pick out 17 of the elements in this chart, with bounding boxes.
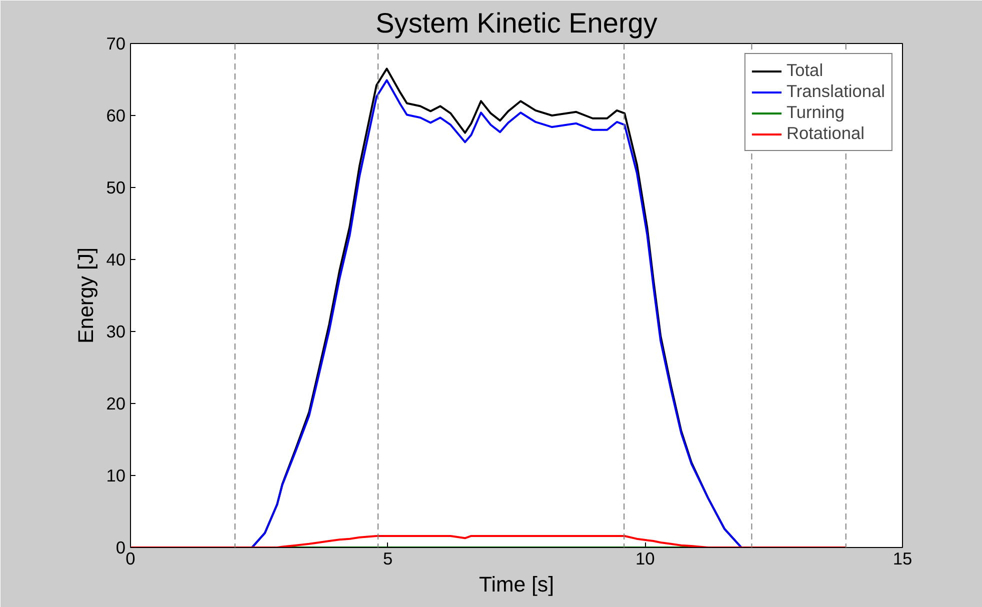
legend-label: Rotational	[786, 123, 864, 144]
x-tick-label: 15	[892, 548, 912, 568]
x-tick-label: 10	[636, 548, 655, 568]
legend-label: Translational	[786, 81, 885, 102]
legend-label: Total	[786, 60, 824, 81]
y-tick-label: 40	[106, 250, 126, 270]
x-tick-label: 5	[383, 548, 393, 568]
y-axis-title: Energy [J]	[74, 247, 98, 344]
x-axis-title: Time [s]	[478, 572, 554, 596]
y-tick-label: 60	[106, 106, 126, 126]
y-tick-label: 10	[106, 466, 126, 486]
legend-label: Turning	[786, 102, 845, 123]
y-tick-label: 20	[106, 394, 126, 414]
y-tick-label: 50	[106, 178, 126, 198]
y-tick-label: 30	[106, 322, 126, 342]
chart-title: System Kinetic Energy	[376, 8, 658, 38]
y-tick-label: 70	[106, 34, 126, 54]
